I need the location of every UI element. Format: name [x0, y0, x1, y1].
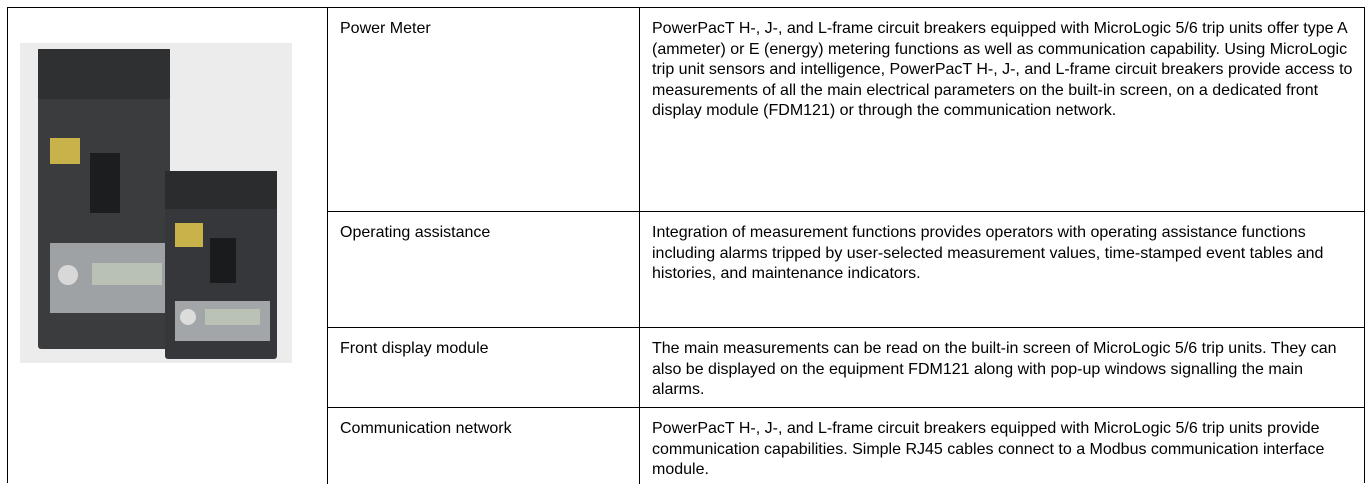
product-photo [20, 43, 292, 363]
row-label: Front display module [327, 328, 639, 408]
row-description: Integration of measurement functions pro… [639, 212, 1365, 328]
row-description: PowerPacT H-, J-, and L-frame circuit br… [639, 8, 1365, 212]
row-description: PowerPacT H-, J-, and L-frame circuit br… [639, 408, 1365, 484]
table: Power Meter PowerPacT H-, J-, and L-fram… [7, 7, 1365, 484]
row-label: Communication network [327, 408, 639, 484]
row-description: The main measurements can be read on the… [639, 328, 1365, 408]
row-label: Power Meter [327, 8, 639, 212]
row-label: Operating assistance [327, 212, 639, 328]
